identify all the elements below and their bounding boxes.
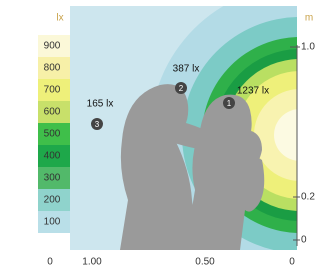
legend-label: 400	[44, 151, 61, 162]
legend-label: 500	[44, 129, 61, 140]
x-label: 1.00	[82, 257, 102, 268]
legend-label: 700	[44, 85, 61, 96]
x-label: 0	[289, 257, 295, 268]
legend-label: 800	[44, 63, 61, 74]
scene	[70, 0, 320, 270]
x-label: 0.50	[195, 257, 215, 268]
marker: 2	[179, 84, 184, 93]
annotation-text: 165 lx	[87, 99, 114, 110]
annotation-text: 1237 lx	[237, 86, 269, 97]
right-label: 0	[301, 235, 307, 246]
legend-label: 900	[44, 41, 61, 52]
legend-unit: lx	[56, 13, 63, 24]
right-label: 0.2	[301, 192, 315, 203]
legend-zero: 0	[47, 257, 53, 268]
right-label: 1.0	[301, 42, 315, 53]
marker: 1	[227, 99, 232, 108]
legend-label: 200	[44, 195, 61, 206]
illuminance-diagram: 900800700600500400300200100 lx 0 1.00 0.…	[0, 0, 320, 270]
right-unit: m	[305, 13, 313, 24]
legend-label: 600	[44, 107, 61, 118]
marker: 3	[95, 120, 100, 129]
legend: 900 800 700 600 500 400 300 200 100	[38, 35, 70, 233]
annotation-text: 387 lx	[173, 64, 200, 75]
legend-label: 100	[44, 217, 61, 228]
legend-label: 300	[44, 173, 61, 184]
